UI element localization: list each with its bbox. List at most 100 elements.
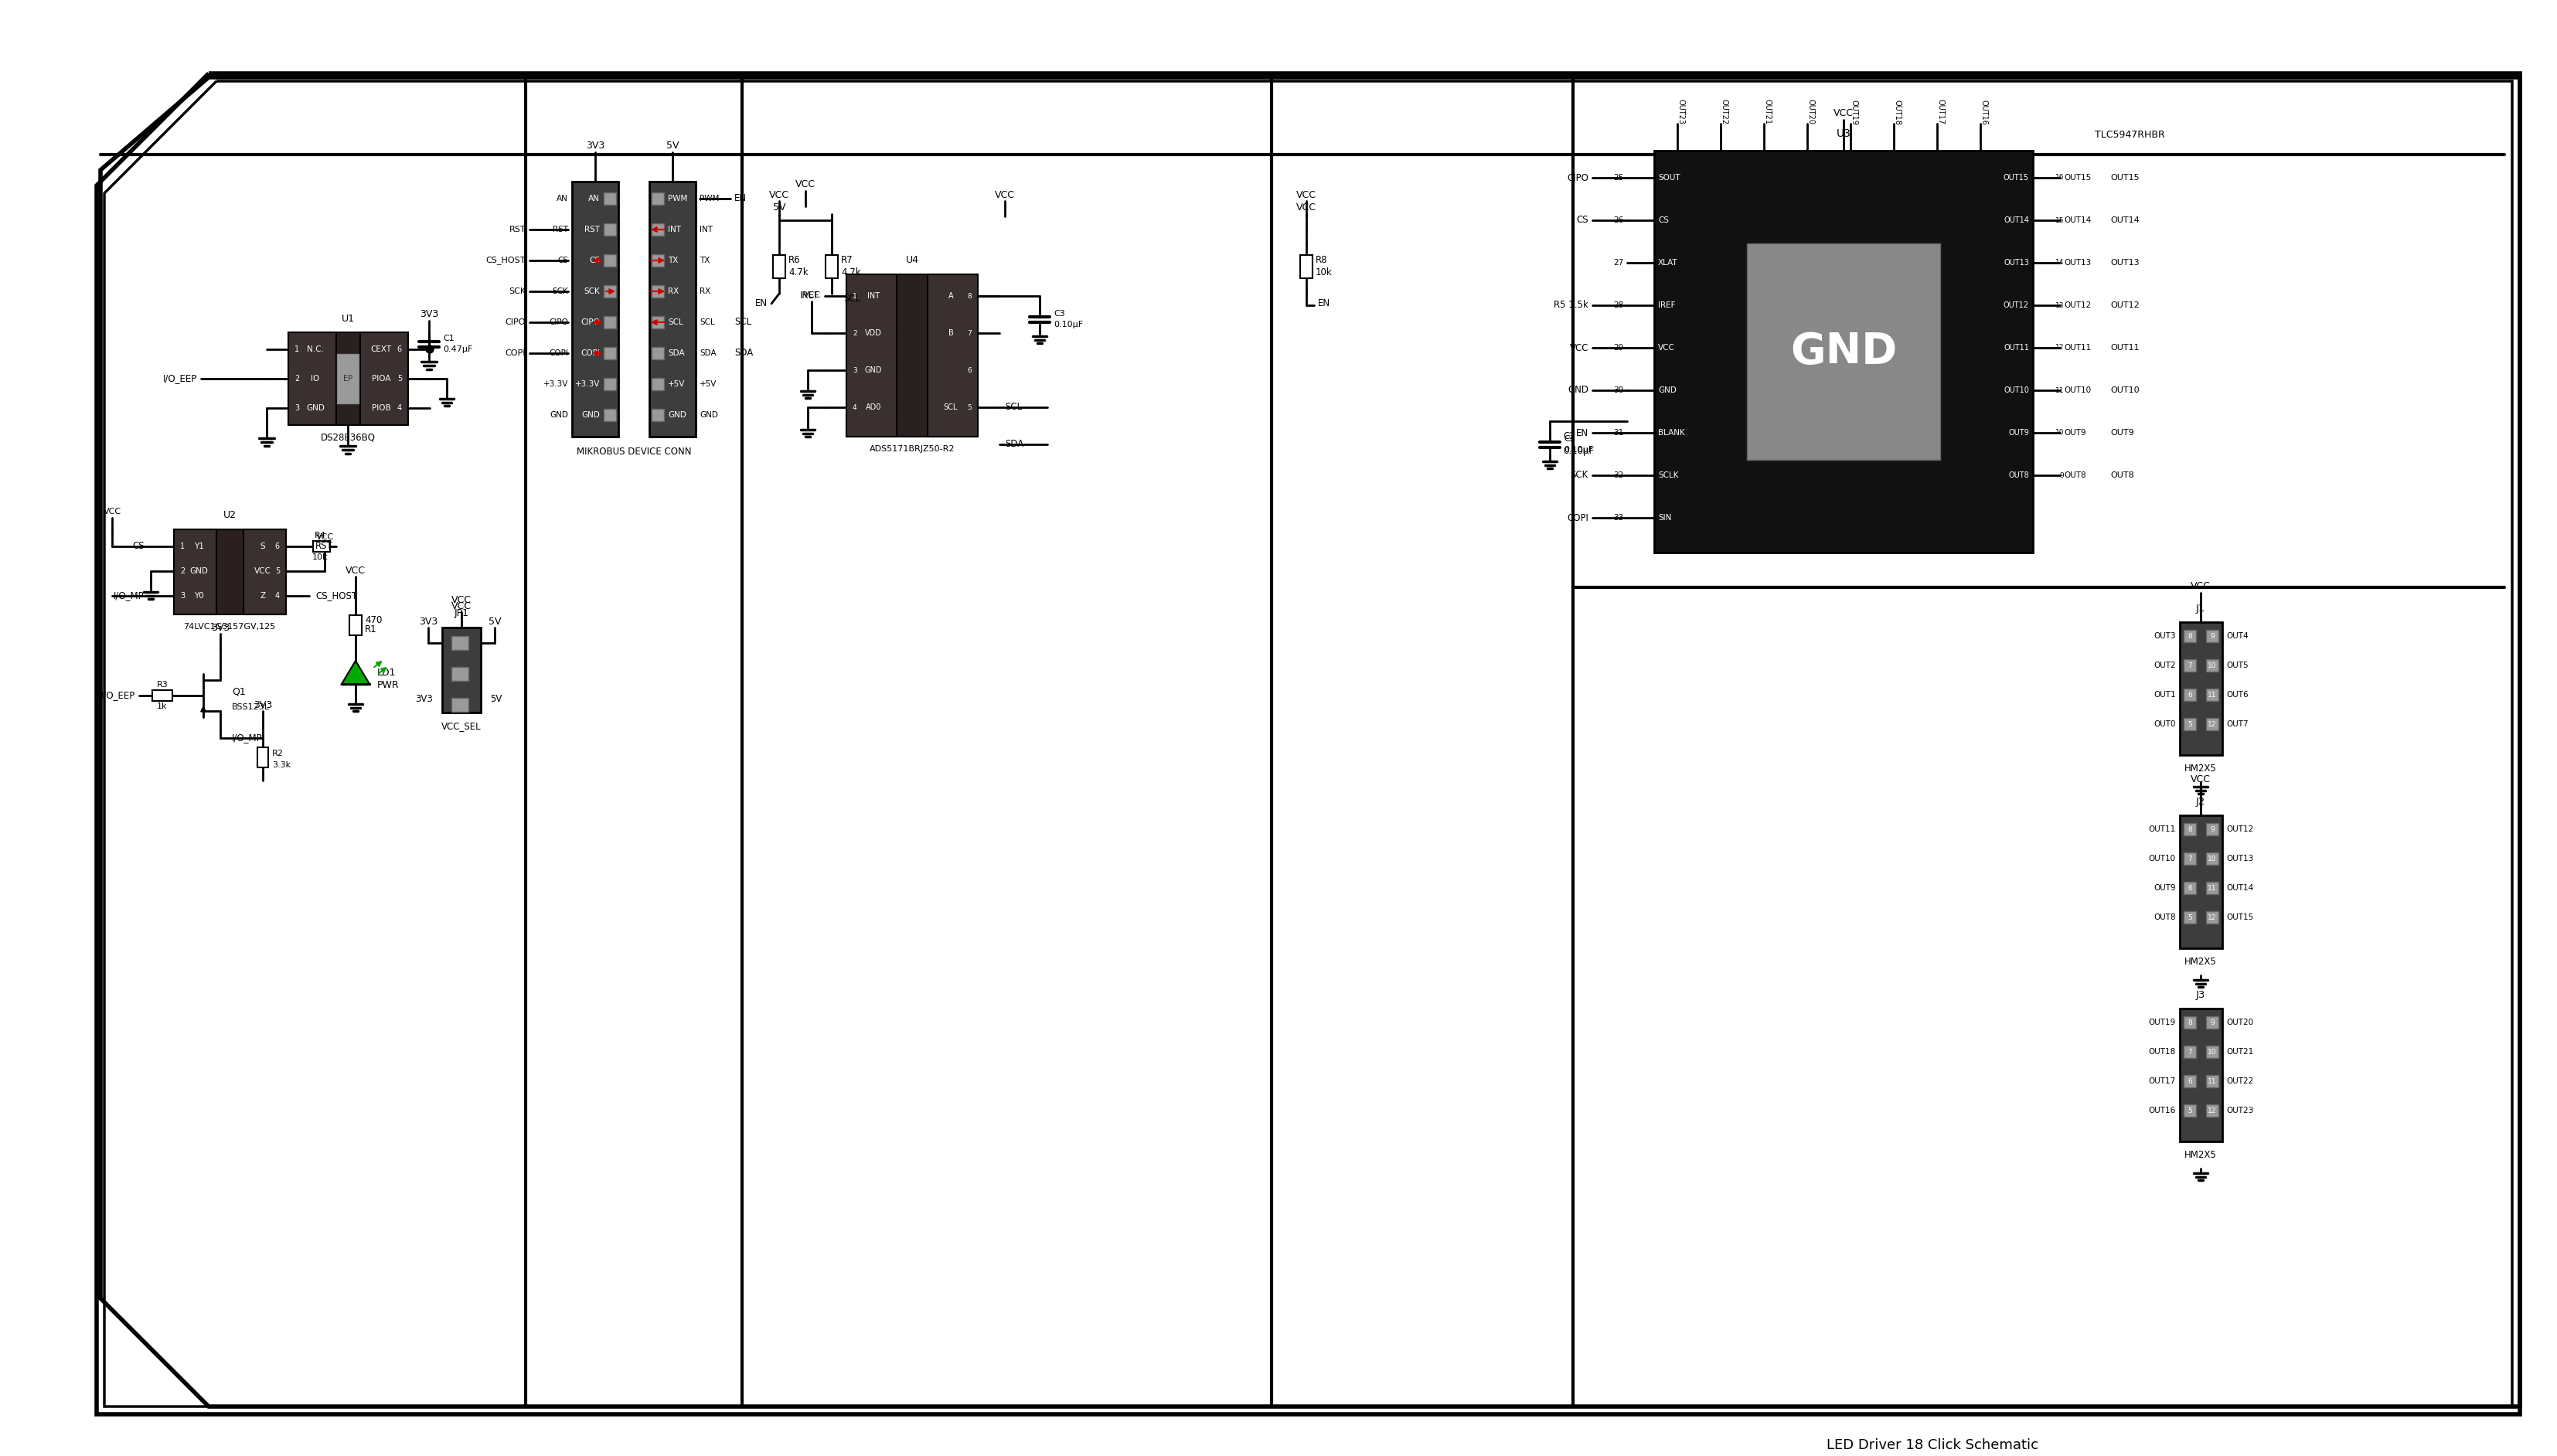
- Text: VCC: VCC: [345, 565, 366, 575]
- Bar: [258, 747, 268, 767]
- Text: COPI: COPI: [550, 349, 568, 357]
- Text: AN: AN: [588, 195, 601, 202]
- Text: J2: J2: [2196, 796, 2207, 807]
- Text: 29: 29: [1613, 344, 1624, 352]
- Text: I/O_MP: I/O_MP: [233, 732, 263, 743]
- Text: OUT15: OUT15: [2110, 173, 2140, 182]
- Bar: [652, 347, 665, 360]
- Text: GND: GND: [189, 568, 207, 575]
- Bar: [243, 530, 286, 614]
- Text: SCL: SCL: [844, 294, 859, 304]
- Text: GND: GND: [1790, 331, 1897, 373]
- Text: OUT21: OUT21: [2227, 1048, 2253, 1056]
- Text: 470: 470: [366, 614, 381, 625]
- Bar: [289, 332, 335, 425]
- Text: Z: Z: [261, 593, 266, 600]
- Text: 12: 12: [2056, 344, 2063, 351]
- Text: SCL: SCL: [667, 319, 683, 326]
- Text: VCC: VCC: [1570, 342, 1588, 352]
- Text: U2: U2: [222, 511, 235, 520]
- Text: OUT8: OUT8: [2110, 472, 2135, 479]
- Text: 5V: 5V: [667, 141, 678, 151]
- Text: OUT13: OUT13: [2005, 259, 2030, 266]
- Text: 31: 31: [1613, 430, 1624, 437]
- Text: I/O_EEP: I/O_EEP: [102, 690, 136, 700]
- Text: 9: 9: [2209, 632, 2214, 639]
- Text: SDA: SDA: [944, 441, 959, 448]
- Bar: [2207, 718, 2219, 731]
- Text: OUT18: OUT18: [2148, 1048, 2176, 1056]
- Text: 5V: 5V: [772, 202, 785, 213]
- Text: OUT19: OUT19: [1851, 99, 1859, 125]
- Text: RST: RST: [509, 226, 527, 233]
- Text: N.C.: N.C.: [307, 345, 325, 354]
- Bar: [772, 255, 785, 278]
- Bar: [652, 255, 665, 266]
- Text: VCC: VCC: [1833, 109, 1854, 118]
- Text: 9: 9: [2209, 1019, 2214, 1026]
- Bar: [2207, 660, 2219, 671]
- Text: 25: 25: [1613, 173, 1624, 182]
- Text: 6: 6: [2189, 692, 2191, 699]
- Text: +3.3V: +3.3V: [575, 380, 601, 387]
- Text: OUT23: OUT23: [2227, 1107, 2253, 1114]
- Text: HM2X5: HM2X5: [2184, 1150, 2217, 1160]
- Text: SCK: SCK: [509, 287, 527, 296]
- Text: VCC: VCC: [803, 291, 821, 298]
- Text: 7: 7: [2189, 662, 2191, 668]
- Text: SDA: SDA: [734, 348, 754, 358]
- Text: OUT14: OUT14: [2110, 217, 2140, 224]
- Bar: [2207, 852, 2219, 865]
- Text: 14: 14: [2056, 259, 2063, 266]
- Text: PIOA: PIOA: [371, 374, 391, 383]
- Text: CS_HOST: CS_HOST: [486, 256, 527, 265]
- Text: I/O_EEP: I/O_EEP: [164, 374, 197, 384]
- Text: 16: 16: [2056, 175, 2063, 181]
- Bar: [2179, 622, 2222, 756]
- Bar: [453, 636, 468, 649]
- Bar: [2207, 882, 2219, 894]
- Text: OUT0: OUT0: [2153, 721, 2176, 728]
- Text: 8: 8: [2189, 826, 2191, 833]
- Text: BLANK: BLANK: [1657, 430, 1685, 437]
- Text: RST: RST: [315, 542, 332, 552]
- Text: CIPO: CIPO: [506, 319, 527, 326]
- Bar: [2184, 1016, 2196, 1028]
- Bar: [2207, 689, 2219, 700]
- Bar: [2184, 630, 2196, 642]
- Text: 5: 5: [2189, 1107, 2191, 1114]
- Text: 10k: 10k: [312, 553, 327, 561]
- Text: GND: GND: [1567, 386, 1588, 395]
- Text: AN: AN: [557, 195, 568, 202]
- Text: OUT20: OUT20: [2227, 1019, 2253, 1026]
- Text: OUT10: OUT10: [2110, 386, 2140, 395]
- Text: 2: 2: [294, 374, 299, 383]
- Bar: [652, 409, 665, 421]
- Bar: [312, 542, 330, 552]
- Text: GND: GND: [580, 411, 601, 419]
- Text: 30: 30: [1613, 386, 1624, 395]
- Text: OUT16: OUT16: [2148, 1107, 2176, 1114]
- Bar: [289, 332, 409, 425]
- Text: 6: 6: [396, 345, 401, 354]
- Text: JP1: JP1: [455, 609, 468, 619]
- Bar: [1746, 243, 1941, 460]
- Text: SCK: SCK: [583, 287, 601, 296]
- Text: 10k: 10k: [1317, 268, 1332, 278]
- Text: 10: 10: [2207, 662, 2217, 668]
- Text: CS: CS: [588, 256, 601, 265]
- Bar: [846, 274, 977, 437]
- Text: 3.3k: 3.3k: [271, 761, 291, 769]
- Text: 6: 6: [967, 367, 972, 374]
- Text: 5: 5: [396, 374, 401, 383]
- Text: CS_HOST: CS_HOST: [315, 591, 358, 601]
- Text: OUT12: OUT12: [2005, 301, 2030, 309]
- Text: A: A: [949, 293, 954, 300]
- Text: I/O_MP: I/O_MP: [115, 591, 146, 601]
- Text: 4.7k: 4.7k: [788, 268, 808, 278]
- Text: VCC: VCC: [253, 568, 271, 575]
- Bar: [2184, 1104, 2196, 1117]
- Text: CIPO: CIPO: [580, 319, 601, 326]
- Bar: [2184, 911, 2196, 923]
- Bar: [603, 316, 616, 329]
